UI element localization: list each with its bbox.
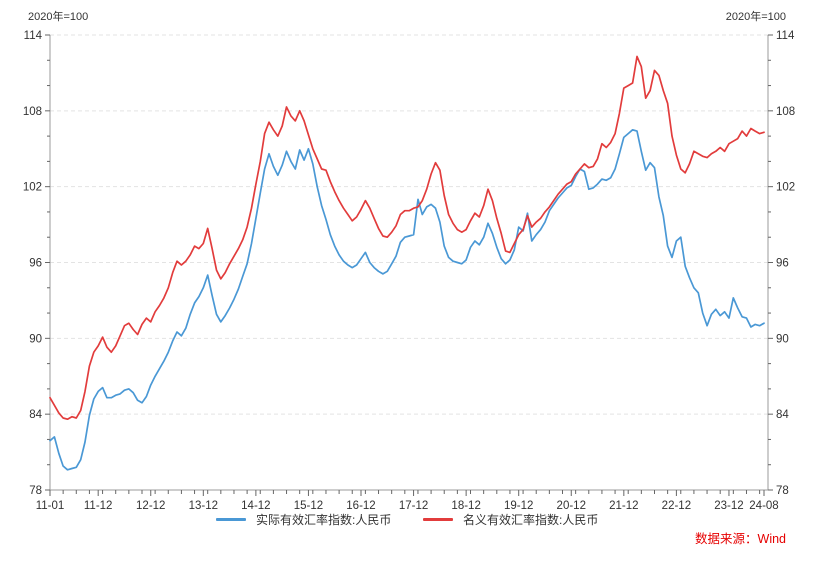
x-tick-label: 22-12 [662,500,691,512]
x-tick-label: 17-12 [399,500,428,512]
legend-item-reer[interactable]: 实际有效汇率指数:人民币 [215,511,392,528]
series-line-reer [49,128,765,471]
y-tick-label-right: 90 [776,333,789,345]
y-tick-label-left: 102 [23,182,42,194]
y-tick-label-right: 84 [776,409,789,421]
y-gridlines [50,34,768,415]
x-tick-label: 13-12 [189,500,218,512]
x-tick-label: 11-12 [84,500,113,512]
legend-swatch-neer [422,518,453,521]
x-tick-label: 23-12 [714,500,743,512]
x-tick-label: 21-12 [609,500,638,512]
x-tick-label: 24-08 [749,500,778,512]
x-tick-label: 18-12 [451,500,480,512]
legend-label-reer: 实际有效汇率指数:人民币 [255,513,392,527]
y-tick-label-right: 108 [776,106,795,118]
y-tick-label-left: 114 [24,30,43,42]
x-tick-label: 20-12 [557,500,586,512]
y-tick-label-right: 78 [776,485,789,497]
legend-swatch-reer [215,518,246,521]
x-tick-label: 12-12 [136,500,165,512]
series-line-neer [49,55,765,421]
y-axis-unit-label-left: 2020年=100 [28,11,89,23]
y-tick-label-left: 84 [29,409,42,421]
y-tick-label-right: 96 [776,258,789,270]
y-tick-label-right: 102 [776,182,795,194]
legend-label-neer: 名义有效汇率指数:人民币 [463,513,599,527]
legend-item-neer[interactable]: 名义有效汇率指数:人民币 [422,511,599,528]
y-tick-label-left: 78 [29,485,42,497]
x-axis-minor-ticks [49,490,761,494]
y-tick-label-left: 90 [29,333,42,345]
x-axis-ticks-labels: 11-01 11-12 12-12 13-12 14-12 15-12 16-12 17-12… [36,490,779,512]
data-source-note: 数据来源：Wind [695,532,786,546]
legend: 实际有效汇率指数:人民币 名义有效汇率指数:人民币 [0,511,814,528]
y-tick-label-left: 108 [23,106,42,118]
y-axis-unit-label-right: 2020年=100 [725,11,786,23]
x-tick-label: 16-12 [346,500,375,512]
y-axis-ticks-labels: 78 78 84 84 90 90 96 96 102 102 108 108 114 114 [23,30,795,497]
x-tick-label: 19-12 [504,500,533,512]
x-tick-label: 15-12 [294,500,323,512]
x-tick-label: 11-01 [36,500,65,512]
x-tick-label: 14-12 [241,500,270,512]
y-tick-label-left: 96 [29,258,42,270]
y-tick-label-right: 114 [776,30,795,42]
